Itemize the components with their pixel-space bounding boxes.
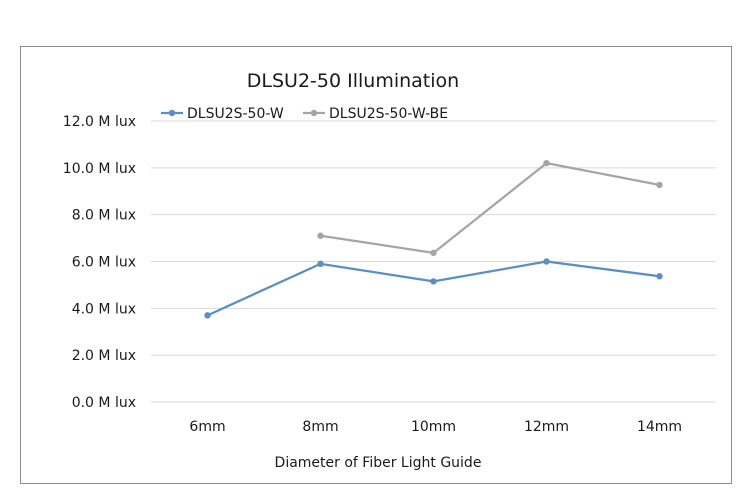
legend-swatch-marker (168, 109, 176, 117)
legend-entry: DLSU2S-50-W-BE (303, 106, 448, 122)
y-tick-label: 12.0 M lux (63, 114, 136, 130)
data-point (656, 273, 663, 280)
data-point (543, 159, 550, 167)
chart-frame: 0.0 M lux 2.0 M lux 4.0 M lux 6.0 M lux 8.0 … (20, 46, 732, 484)
legend: DLSU2S-50-W DLSU2S-50-W-BE (161, 106, 448, 122)
data-point (317, 260, 324, 268)
series-1 (204, 258, 663, 319)
legend-entry: DLSU2S-50-W (161, 106, 284, 122)
chart-title: DLSU2-50 Illumination (247, 70, 459, 92)
x-axis-ticks: 6mm 8mm 10mm 12mm 14mm (189, 419, 682, 435)
legend-label: DLSU2S-50-W-BE (329, 106, 448, 122)
y-tick-label: 4.0 M lux (72, 301, 136, 317)
x-tick-label: 6mm (189, 419, 225, 435)
x-tick-label: 8mm (302, 419, 338, 435)
data-point (204, 312, 211, 319)
data-point (430, 249, 437, 257)
series-line (319, 162, 661, 254)
y-tick-label: 0.0 M lux (72, 395, 136, 411)
data-point (656, 181, 663, 189)
y-tick-label: 8.0 M lux (72, 208, 136, 224)
legend-label: DLSU2S-50-W (187, 106, 284, 122)
y-tick-label: 6.0 M lux (72, 255, 136, 271)
x-tick-label: 12mm (524, 419, 569, 435)
gridlines (151, 120, 716, 403)
y-axis-ticks: 0.0 M lux 2.0 M lux 4.0 M lux 6.0 M lux 8.0 … (63, 114, 136, 411)
data-point (543, 258, 550, 265)
series-line (206, 260, 661, 317)
data-point (317, 232, 324, 239)
series-2 (317, 159, 663, 257)
x-tick-label: 14mm (637, 419, 682, 435)
data-point (430, 278, 437, 285)
y-tick-label: 2.0 M lux (72, 348, 136, 364)
x-tick-label: 10mm (411, 419, 456, 435)
legend-swatch-marker (310, 109, 318, 117)
x-axis-title: Diameter of Fiber Light Guide (275, 455, 482, 471)
y-tick-label: 10.0 M lux (63, 161, 136, 177)
series-layer (204, 159, 663, 319)
